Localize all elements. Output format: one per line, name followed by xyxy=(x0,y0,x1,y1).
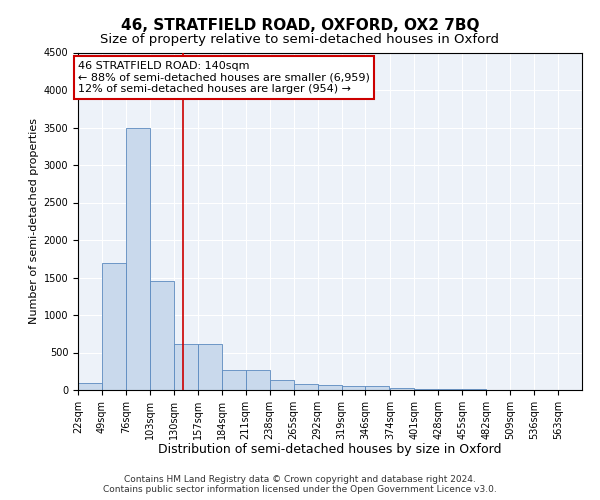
Text: 46 STRATFIELD ROAD: 140sqm
← 88% of semi-detached houses are smaller (6,959)
12%: 46 STRATFIELD ROAD: 140sqm ← 88% of semi… xyxy=(78,61,370,94)
Bar xyxy=(102,262,126,390)
Bar xyxy=(222,370,246,390)
Bar xyxy=(174,344,198,390)
Bar xyxy=(365,386,389,390)
Bar xyxy=(438,389,462,390)
Bar xyxy=(341,386,365,390)
Bar xyxy=(391,388,414,390)
Bar xyxy=(198,344,222,390)
Bar xyxy=(246,370,269,390)
Bar xyxy=(150,281,174,390)
Bar xyxy=(414,389,438,390)
Text: 46, STRATFIELD ROAD, OXFORD, OX2 7BQ: 46, STRATFIELD ROAD, OXFORD, OX2 7BQ xyxy=(121,18,479,32)
Text: Contains HM Land Registry data © Crown copyright and database right 2024.
Contai: Contains HM Land Registry data © Crown c… xyxy=(103,474,497,494)
Bar xyxy=(317,385,341,390)
Y-axis label: Number of semi-detached properties: Number of semi-detached properties xyxy=(29,118,40,324)
Text: Size of property relative to semi-detached houses in Oxford: Size of property relative to semi-detach… xyxy=(101,32,499,46)
Bar xyxy=(293,384,317,390)
Bar xyxy=(78,382,102,390)
Bar xyxy=(269,380,293,390)
Bar xyxy=(126,128,150,390)
X-axis label: Distribution of semi-detached houses by size in Oxford: Distribution of semi-detached houses by … xyxy=(158,444,502,456)
